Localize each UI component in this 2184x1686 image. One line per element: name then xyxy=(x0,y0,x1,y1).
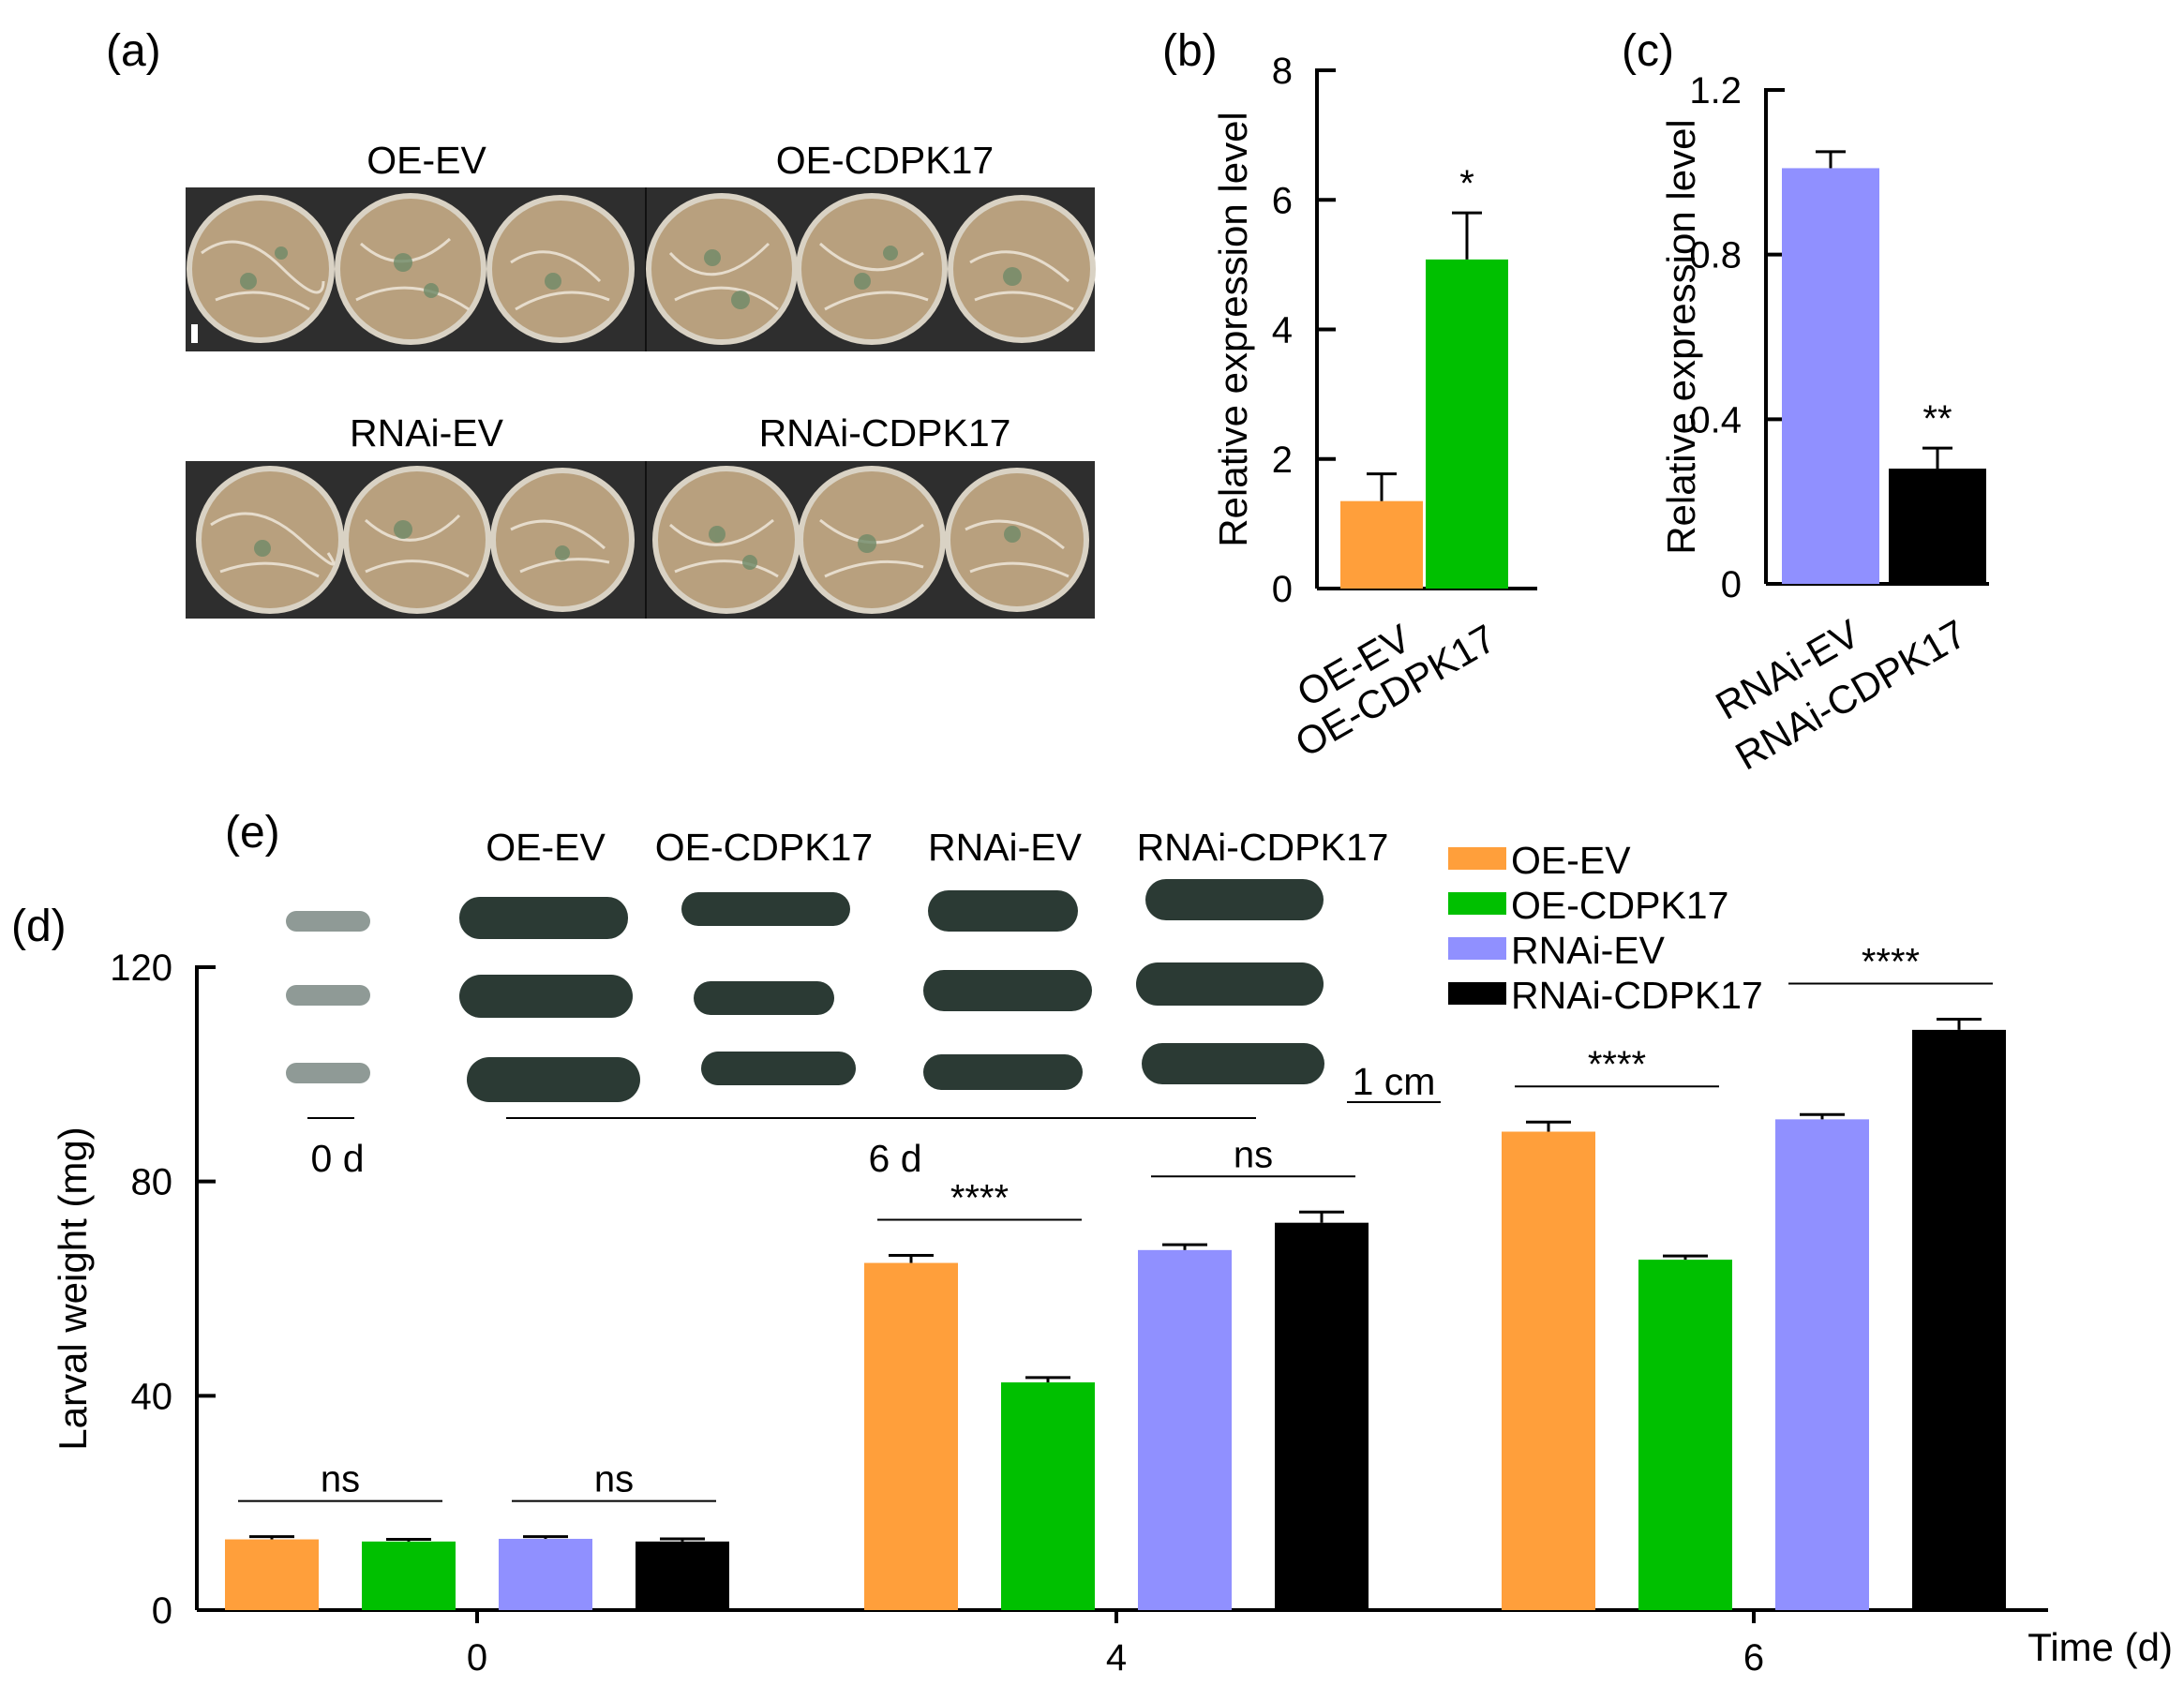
legend-label: RNAi-CDPK17 xyxy=(1511,974,1763,1017)
chart-d-bar xyxy=(1275,1222,1369,1610)
photo-e-header-oe-ev: OE-EV xyxy=(486,826,606,869)
chart-d-bar xyxy=(1502,1131,1595,1610)
chart-d-comparison-label: **** xyxy=(1588,1044,1646,1085)
legend-swatch xyxy=(1448,892,1506,915)
chart-c-y-tick-label: 0.8 xyxy=(1689,235,1742,276)
panel-label-a: (a) xyxy=(106,26,161,76)
chart-d-bar xyxy=(1912,1029,2006,1610)
legend-label: OE-EV xyxy=(1511,839,1631,882)
chart-d-bar xyxy=(362,1541,456,1610)
chart-d-bar xyxy=(225,1539,319,1610)
larvae-photo xyxy=(286,879,1441,1119)
chart-b-y-tick-label: 6 xyxy=(1272,180,1293,221)
chart-c-bar xyxy=(1889,469,1986,584)
chart-d-comparison-label: **** xyxy=(1862,941,1920,982)
petri-photo-bottom xyxy=(186,461,1095,619)
chart-d-y-axis-title: Larval weight (mg) xyxy=(51,1126,95,1450)
photo-a-label-oe-cdpk17: OE-CDPK17 xyxy=(776,139,994,182)
legend-swatch xyxy=(1448,982,1506,1005)
photo-e-day0-label: 0 d xyxy=(311,1137,365,1180)
chart-d-y-tick-label: 40 xyxy=(131,1376,173,1417)
chart-b-significance: * xyxy=(1459,163,1474,204)
panel-label-e: (e) xyxy=(225,808,280,858)
petri-photo-top xyxy=(186,187,1096,351)
panel-label-d: (d) xyxy=(11,902,67,951)
chart-d-y-tick-label: 0 xyxy=(152,1590,172,1632)
photo-a-label-rnai-ev: RNAi-EV xyxy=(350,411,504,455)
chart-d-x-axis-title: Time (d) xyxy=(2027,1625,2173,1669)
chart-d-comparison-label: ns xyxy=(594,1459,634,1500)
chart-d-x-tick-label: 6 xyxy=(1743,1637,1764,1679)
legend-label: OE-CDPK17 xyxy=(1511,884,1728,927)
chart-d-y-tick-label: 80 xyxy=(131,1162,173,1203)
chart-d-bar xyxy=(499,1538,592,1610)
chart-d-x-tick-label: 4 xyxy=(1106,1637,1127,1679)
photo-e-header-rnai-ev: RNAi-EV xyxy=(928,826,1083,869)
photo-e-scale-label: 1 cm xyxy=(1353,1060,1436,1103)
photo-e-header-oe-cdpk17: OE-CDPK17 xyxy=(655,826,873,869)
chart-b-bar xyxy=(1426,259,1508,589)
chart-b-y-tick-label: 4 xyxy=(1272,310,1293,351)
chart-b-y-tick-label: 2 xyxy=(1272,440,1293,481)
chart-c-y-tick-label: 0.4 xyxy=(1689,399,1742,440)
chart-d-bar xyxy=(1001,1382,1095,1610)
chart-c-y-axis-title: Relative expression level xyxy=(1659,119,1703,555)
photo-a-label-rnai-cdpk17: RNAi-CDPK17 xyxy=(759,411,1011,455)
chart-d-x-tick-label: 0 xyxy=(467,1637,487,1679)
chart-b-y-axis-title: Relative expression level xyxy=(1211,112,1255,547)
chart-b-bar xyxy=(1340,500,1423,589)
chart-c-y-tick-label: 1.2 xyxy=(1689,70,1742,112)
chart-d-y-tick-label: 120 xyxy=(110,947,172,989)
panel-label-b: (b) xyxy=(1162,26,1218,76)
chart-d-bar xyxy=(1638,1260,1732,1610)
chart-b-y-tick-label: 8 xyxy=(1272,51,1293,92)
legend-label: RNAi-EV xyxy=(1511,929,1666,972)
chart-d-bar xyxy=(1138,1249,1232,1610)
legend-swatch xyxy=(1448,847,1506,870)
chart-d-bar xyxy=(864,1262,958,1610)
photo-e-header-rnai-cdpk17: RNAi-CDPK17 xyxy=(1137,826,1389,869)
chart-b-y-tick-label: 0 xyxy=(1272,569,1293,610)
chart-d-comparison-label: ns xyxy=(321,1459,360,1500)
chart-d-comparison-label: **** xyxy=(950,1178,1009,1219)
photo-a-label-oe-ev: OE-EV xyxy=(366,139,486,182)
chart-d-bar xyxy=(1775,1119,1869,1610)
panel-label-c: (c) xyxy=(1622,26,1674,76)
chart-c-bar xyxy=(1782,168,1879,585)
chart-d-comparison-label: ns xyxy=(1234,1134,1273,1175)
chart-c-significance: ** xyxy=(1922,398,1952,440)
legend-swatch xyxy=(1448,937,1506,960)
photo-e-day6-label: 6 d xyxy=(869,1137,922,1180)
chart-d: 0 40 80 120 Larval weight (mg) Time (d) 0 4 6 ns n… xyxy=(51,941,2173,1679)
chart-c-y-tick-label: 0 xyxy=(1721,564,1742,605)
chart-d-bar xyxy=(636,1541,729,1610)
